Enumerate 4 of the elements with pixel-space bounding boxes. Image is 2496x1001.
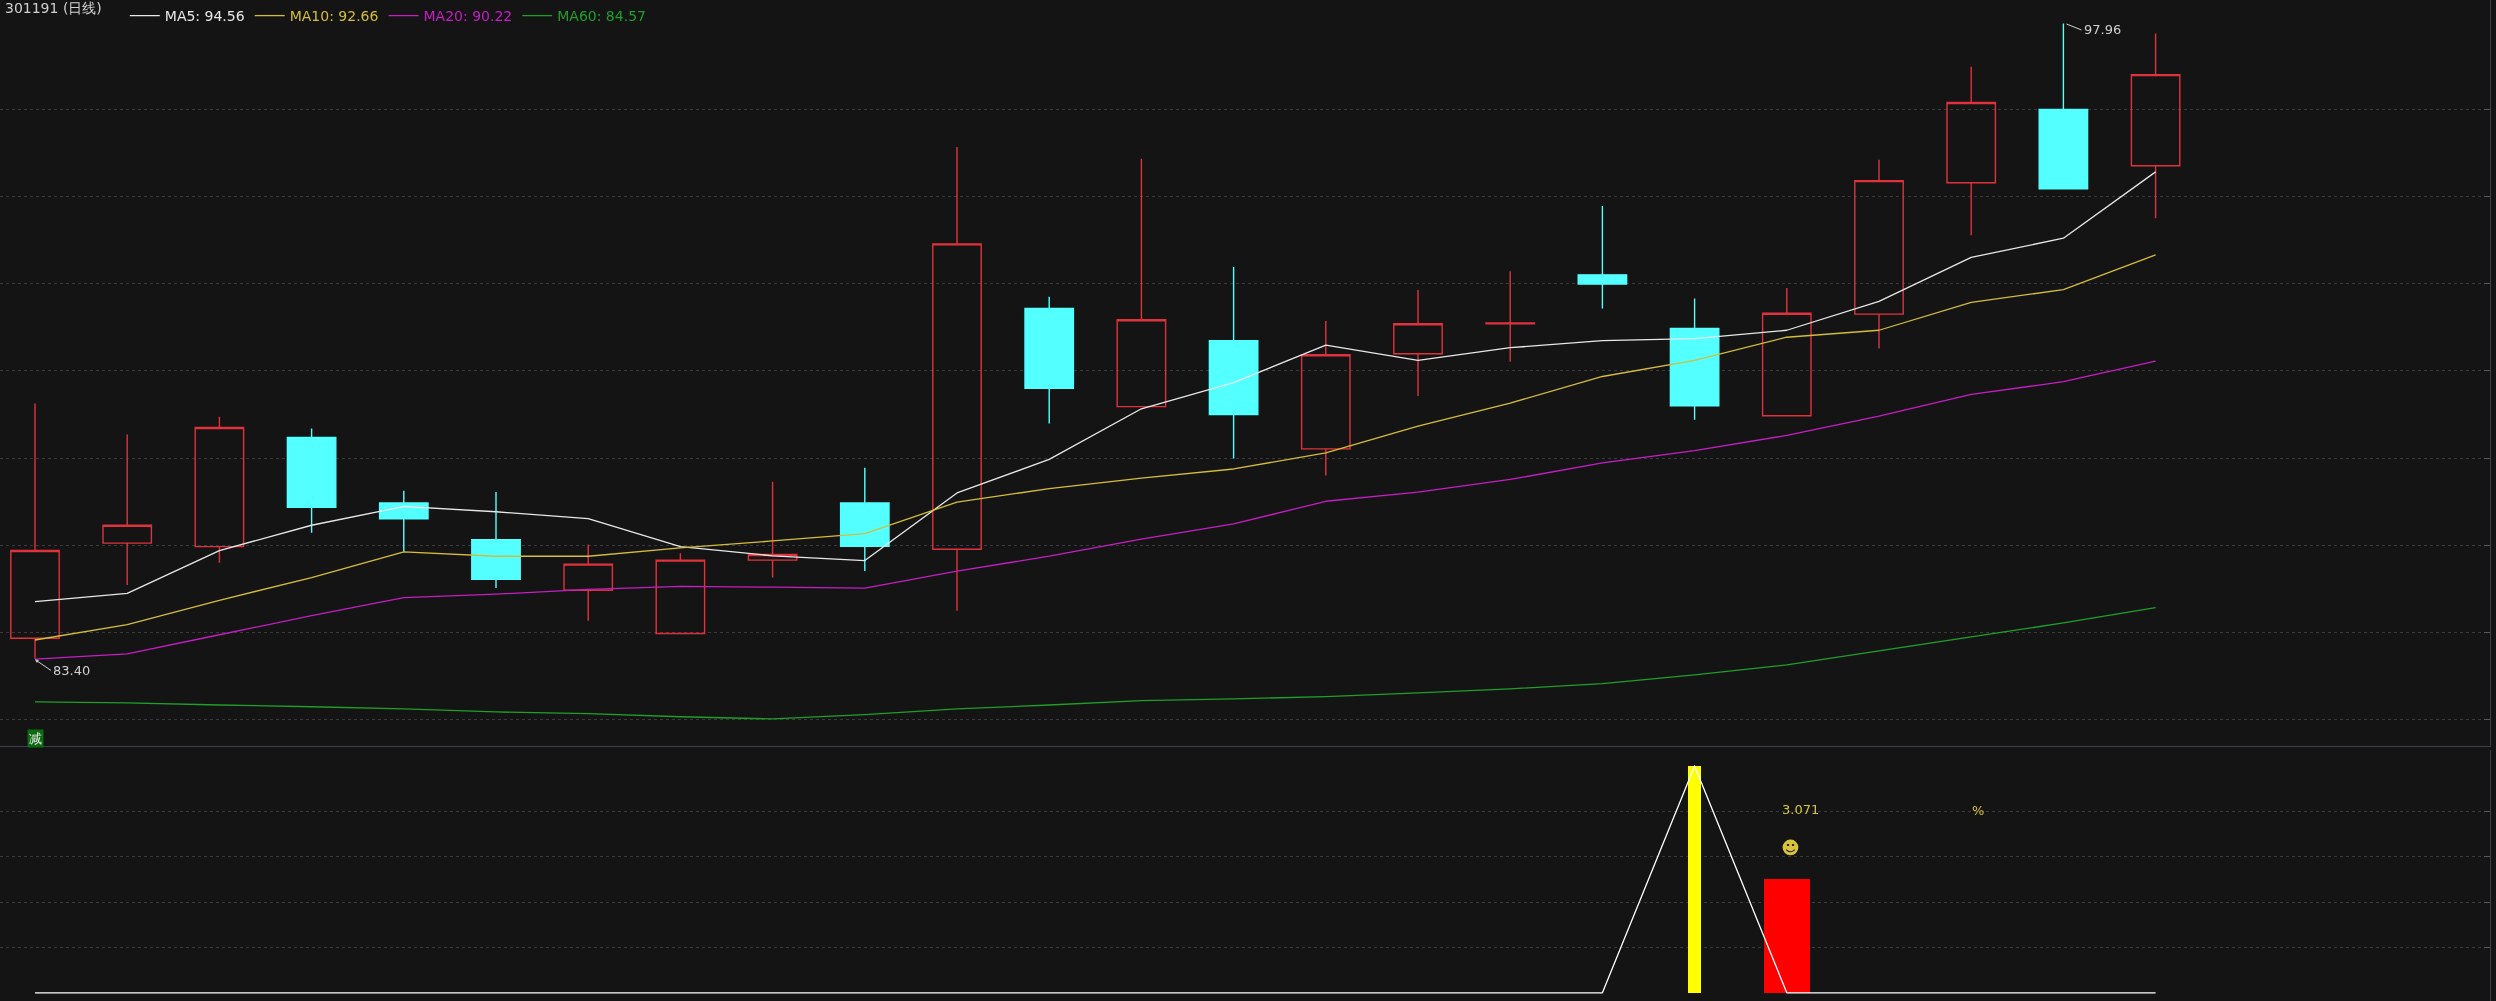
annotation: ☻ [1781,837,1800,858]
annotation: % [1972,803,1985,818]
candlestick [2130,32,2181,219]
annotation: 3.071 [1782,802,1820,817]
